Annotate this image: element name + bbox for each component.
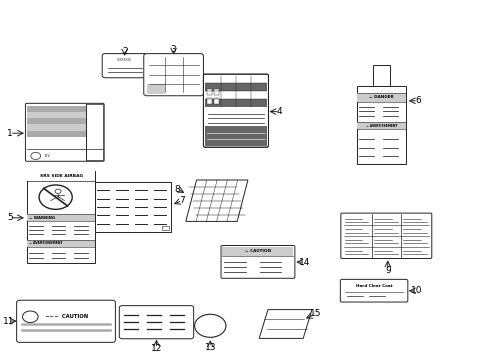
Bar (222, 247, 293, 256)
Text: ─ ─ ─  CAUTION: ─ ─ ─ CAUTION (45, 314, 88, 319)
Text: 10: 10 (410, 287, 422, 295)
Text: ⚠ CAUTION: ⚠ CAUTION (244, 249, 270, 253)
Bar (205, 76, 266, 84)
FancyBboxPatch shape (25, 103, 104, 161)
Circle shape (39, 185, 72, 210)
Text: ⚠ WARNING: ⚠ WARNING (29, 216, 56, 220)
Bar (27, 106, 86, 112)
Polygon shape (185, 180, 247, 221)
Bar (27, 214, 95, 221)
Text: Hard Clear Coat: Hard Clear Coat (355, 284, 391, 288)
Bar (206, 98, 211, 104)
Bar (95, 182, 171, 232)
Text: ⚠ AVERTISSEMENT: ⚠ AVERTISSEMENT (29, 241, 63, 245)
Bar (27, 171, 95, 263)
Text: 14: 14 (298, 258, 309, 266)
Bar (27, 171, 95, 181)
Bar (213, 98, 218, 104)
FancyBboxPatch shape (102, 54, 147, 78)
Bar (27, 131, 86, 137)
Text: 3: 3 (170, 45, 176, 54)
Circle shape (22, 311, 38, 323)
Text: 11: 11 (3, 317, 15, 325)
Text: 6: 6 (414, 96, 420, 105)
Text: 15: 15 (309, 309, 321, 318)
FancyBboxPatch shape (221, 246, 294, 278)
Bar (356, 122, 405, 129)
FancyBboxPatch shape (340, 213, 431, 258)
Bar (146, 84, 164, 94)
Polygon shape (259, 310, 311, 338)
Text: 7: 7 (179, 196, 185, 205)
Bar (205, 126, 266, 146)
Circle shape (194, 314, 225, 337)
Text: 4: 4 (276, 107, 282, 116)
Text: 13: 13 (204, 343, 216, 352)
FancyBboxPatch shape (203, 74, 268, 147)
Bar (86, 104, 102, 160)
Bar (27, 125, 86, 131)
Bar (27, 118, 86, 125)
Circle shape (55, 189, 61, 194)
FancyBboxPatch shape (119, 306, 193, 339)
Bar (27, 240, 95, 247)
Bar (213, 89, 218, 95)
FancyBboxPatch shape (340, 279, 407, 302)
Text: 1: 1 (7, 129, 13, 138)
FancyBboxPatch shape (143, 54, 203, 96)
Text: ⚠ DANGER: ⚠ DANGER (368, 95, 393, 99)
Circle shape (31, 152, 41, 159)
Bar (205, 99, 266, 107)
Bar (206, 89, 211, 95)
Text: 8: 8 (174, 184, 180, 194)
Text: XXXXXXXX: XXXXXXXX (117, 58, 132, 62)
Text: SRS SIDE AIRBAG: SRS SIDE AIRBAG (40, 174, 82, 178)
Text: 5: 5 (7, 213, 13, 222)
Bar (162, 226, 168, 230)
Bar (356, 86, 405, 164)
Bar (27, 112, 86, 118)
Text: 9: 9 (384, 266, 390, 275)
Text: 11V.: 11V. (44, 154, 51, 158)
FancyBboxPatch shape (17, 300, 115, 342)
Bar (205, 84, 266, 91)
Text: 12: 12 (150, 344, 162, 353)
Text: ⚠ AVERTISSEMENT: ⚠ AVERTISSEMENT (365, 124, 396, 128)
Bar (205, 91, 266, 99)
Text: 2: 2 (122, 46, 127, 55)
Bar (372, 65, 389, 86)
Bar (356, 93, 405, 102)
